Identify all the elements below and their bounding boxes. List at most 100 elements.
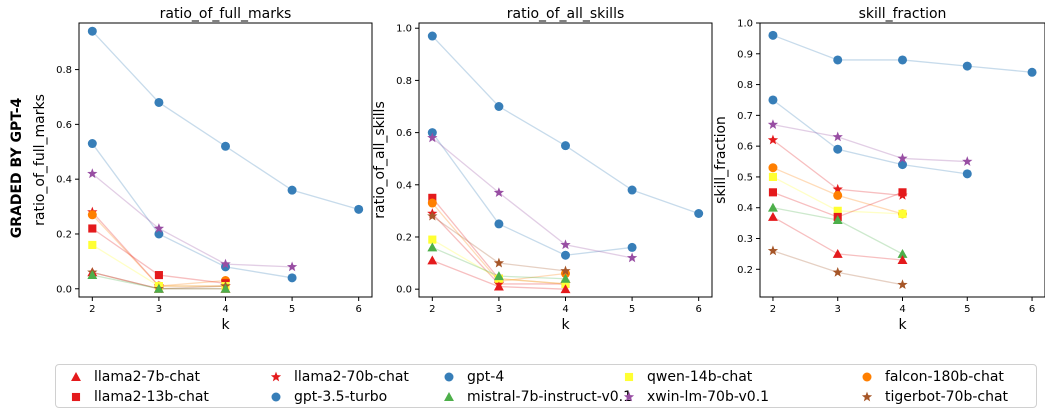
point-gpt-3-5-turbo (87, 139, 97, 149)
point-tigerbot-70b-chat (897, 279, 908, 290)
side-label: GRADED BY GPT-4 (9, 97, 25, 238)
legend-marker (444, 392, 454, 401)
x-tick-label: 3 (156, 304, 162, 315)
legend-label: llama2-13b-chat (94, 389, 209, 405)
point-llama2-7b-chat (427, 255, 438, 265)
legend-marker-tigerbot-70b-chat (861, 391, 873, 402)
legend-marker-llama2-70b-chat (270, 371, 282, 382)
y-tick-label: 0.8 (396, 76, 412, 87)
legend-item-xwin-lm-70b-v0-1: xwin-lm-70b-v0.1 (619, 387, 769, 407)
point-gpt-4 (87, 26, 97, 36)
legend-label: gpt-3.5-turbo (294, 389, 388, 405)
point-llama2-7b-chat (768, 212, 778, 221)
point-mistral-7b-instruct-v0-1 (427, 242, 438, 252)
series-line-gpt-3-5-turbo (772, 99, 968, 175)
point-falcon-180b-chat (427, 198, 437, 208)
point-gpt-4 (1027, 67, 1037, 77)
y-tick-label: 0.0 (56, 284, 72, 295)
legend-item-gpt-3-5-turbo: gpt-3.5-turbo (266, 387, 387, 407)
x-tick-label: 4 (222, 304, 228, 315)
y-tick-label: 0.0 (396, 285, 412, 296)
legend-marker (861, 391, 873, 402)
point-mistral-7b-instruct-v0-1 (832, 215, 843, 224)
point-gpt-4 (154, 97, 164, 107)
point-qwen-14b-chat (833, 206, 842, 215)
y-tick-label: 0.4 (396, 180, 412, 191)
y-tick-label: 0.6 (56, 120, 72, 131)
point-qwen-14b-chat (428, 235, 437, 244)
point-llama2-7b-chat (560, 284, 571, 294)
point-falcon-180b-chat (833, 190, 843, 200)
y-tick-label: 1.0 (396, 24, 412, 35)
y-tick-label: 0.3 (737, 234, 753, 245)
point-gpt-4 (427, 31, 437, 41)
series-line-gpt-3-5-turbo (431, 132, 633, 256)
chart-ratio-of-full-marks: ratio_of_full_marks 2 3 4 5 6 0.0 0.2 0.4 0.6 0.8 k… (32, 6, 373, 333)
x-axis-label: k (221, 317, 230, 333)
legend-label: llama2-7b-chat (94, 369, 201, 385)
legend-marker-qwen-14b-chat (624, 372, 634, 382)
y-tick-label: 0.8 (737, 80, 753, 91)
point-xwin-lm-70b-v0-1 (286, 261, 298, 272)
x-axis-label: k (561, 317, 570, 333)
point-llama2-13b-chat (768, 188, 778, 197)
point-gpt-3-5-turbo (768, 95, 778, 105)
point-qwen-14b-chat (768, 172, 778, 181)
y-tick-label: 0.9 (737, 49, 753, 60)
point-qwen-14b-chat (88, 240, 97, 249)
x-tick-label: 4 (899, 304, 905, 315)
point-gpt-3-5-turbo (154, 229, 164, 239)
y-tick-label: 0.6 (396, 128, 412, 139)
legend-marker-xwin-lm-70b-v0-1 (623, 391, 635, 402)
charts-svg: ratio_of_full_marks 2 3 4 5 6 0.0 0.2 0.4 0.6 0.8 k… (32, 6, 1045, 333)
series-line-xwin-lm-70b-v0-1 (431, 137, 633, 259)
series-line-xwin-lm-70b-v0-1 (91, 173, 293, 268)
point-xwin-lm-70b-v0-1 (87, 168, 98, 179)
point-gpt-3-5-turbo (494, 219, 504, 229)
point-gpt-4 (833, 55, 843, 65)
y-tick-label: 0.2 (396, 232, 412, 243)
point-llama2-70b-chat (832, 183, 843, 194)
point-llama2-7b-chat (897, 255, 908, 265)
legend-marker-gpt-3-5-turbo (271, 392, 281, 402)
legend-label: qwen-14b-chat (647, 369, 753, 385)
x-axis-label: k (898, 317, 907, 333)
legend-item-qwen-14b-chat: qwen-14b-chat (619, 367, 752, 387)
point-falcon-180b-chat (87, 210, 97, 220)
legend-marker (862, 372, 872, 382)
x-tick-label: 2 (770, 304, 776, 315)
x-tick-label: 6 (695, 304, 701, 315)
point-gpt-4 (561, 141, 570, 151)
y-axis-label: skill_fraction (713, 116, 729, 204)
y-axis-label: ratio_of_all_skills (372, 101, 388, 219)
point-gpt-4 (898, 55, 907, 65)
point-mistral-7b-instruct-v0-1 (493, 271, 504, 281)
point-xwin-lm-70b-v0-1 (427, 132, 438, 143)
y-tick-label: 0.5 (737, 172, 753, 183)
point-mistral-7b-instruct-v0-1 (153, 283, 164, 293)
point-gpt-3-5-turbo (561, 250, 570, 260)
x-tick-label: 2 (89, 304, 95, 315)
point-gpt-4 (768, 30, 778, 40)
series-line-xwin-lm-70b-v0-1 (772, 123, 968, 163)
x-tick-label: 6 (1029, 304, 1035, 315)
point-gpt-4 (287, 185, 297, 195)
legend-label: llama2-70b-chat (294, 369, 409, 385)
point-tigerbot-70b-chat (427, 210, 438, 221)
point-mistral-7b-instruct-v0-1 (897, 248, 908, 258)
y-tick-label: 0.6 (737, 142, 753, 153)
point-mistral-7b-instruct-v0-1 (560, 273, 571, 283)
y-tick-label: 0.2 (737, 265, 753, 276)
x-tick-label: 3 (496, 304, 502, 315)
legend-item-gpt-4: gpt-4 (439, 367, 504, 387)
legend-marker (444, 372, 454, 382)
y-axis-label: ratio_of_full_marks (32, 94, 48, 226)
y-tick-label: 0.4 (56, 175, 72, 186)
legend-marker-falcon-180b-chat (862, 372, 872, 382)
point-mistral-7b-instruct-v0-1 (768, 202, 778, 212)
point-gpt-4 (494, 102, 504, 112)
legend-label: tigerbot-70b-chat (885, 389, 1009, 405)
point-qwen-14b-chat (898, 209, 907, 218)
legend-item-llama2-7b-chat: llama2-7b-chat (66, 367, 200, 387)
y-tick-label: 0.7 (737, 111, 753, 122)
